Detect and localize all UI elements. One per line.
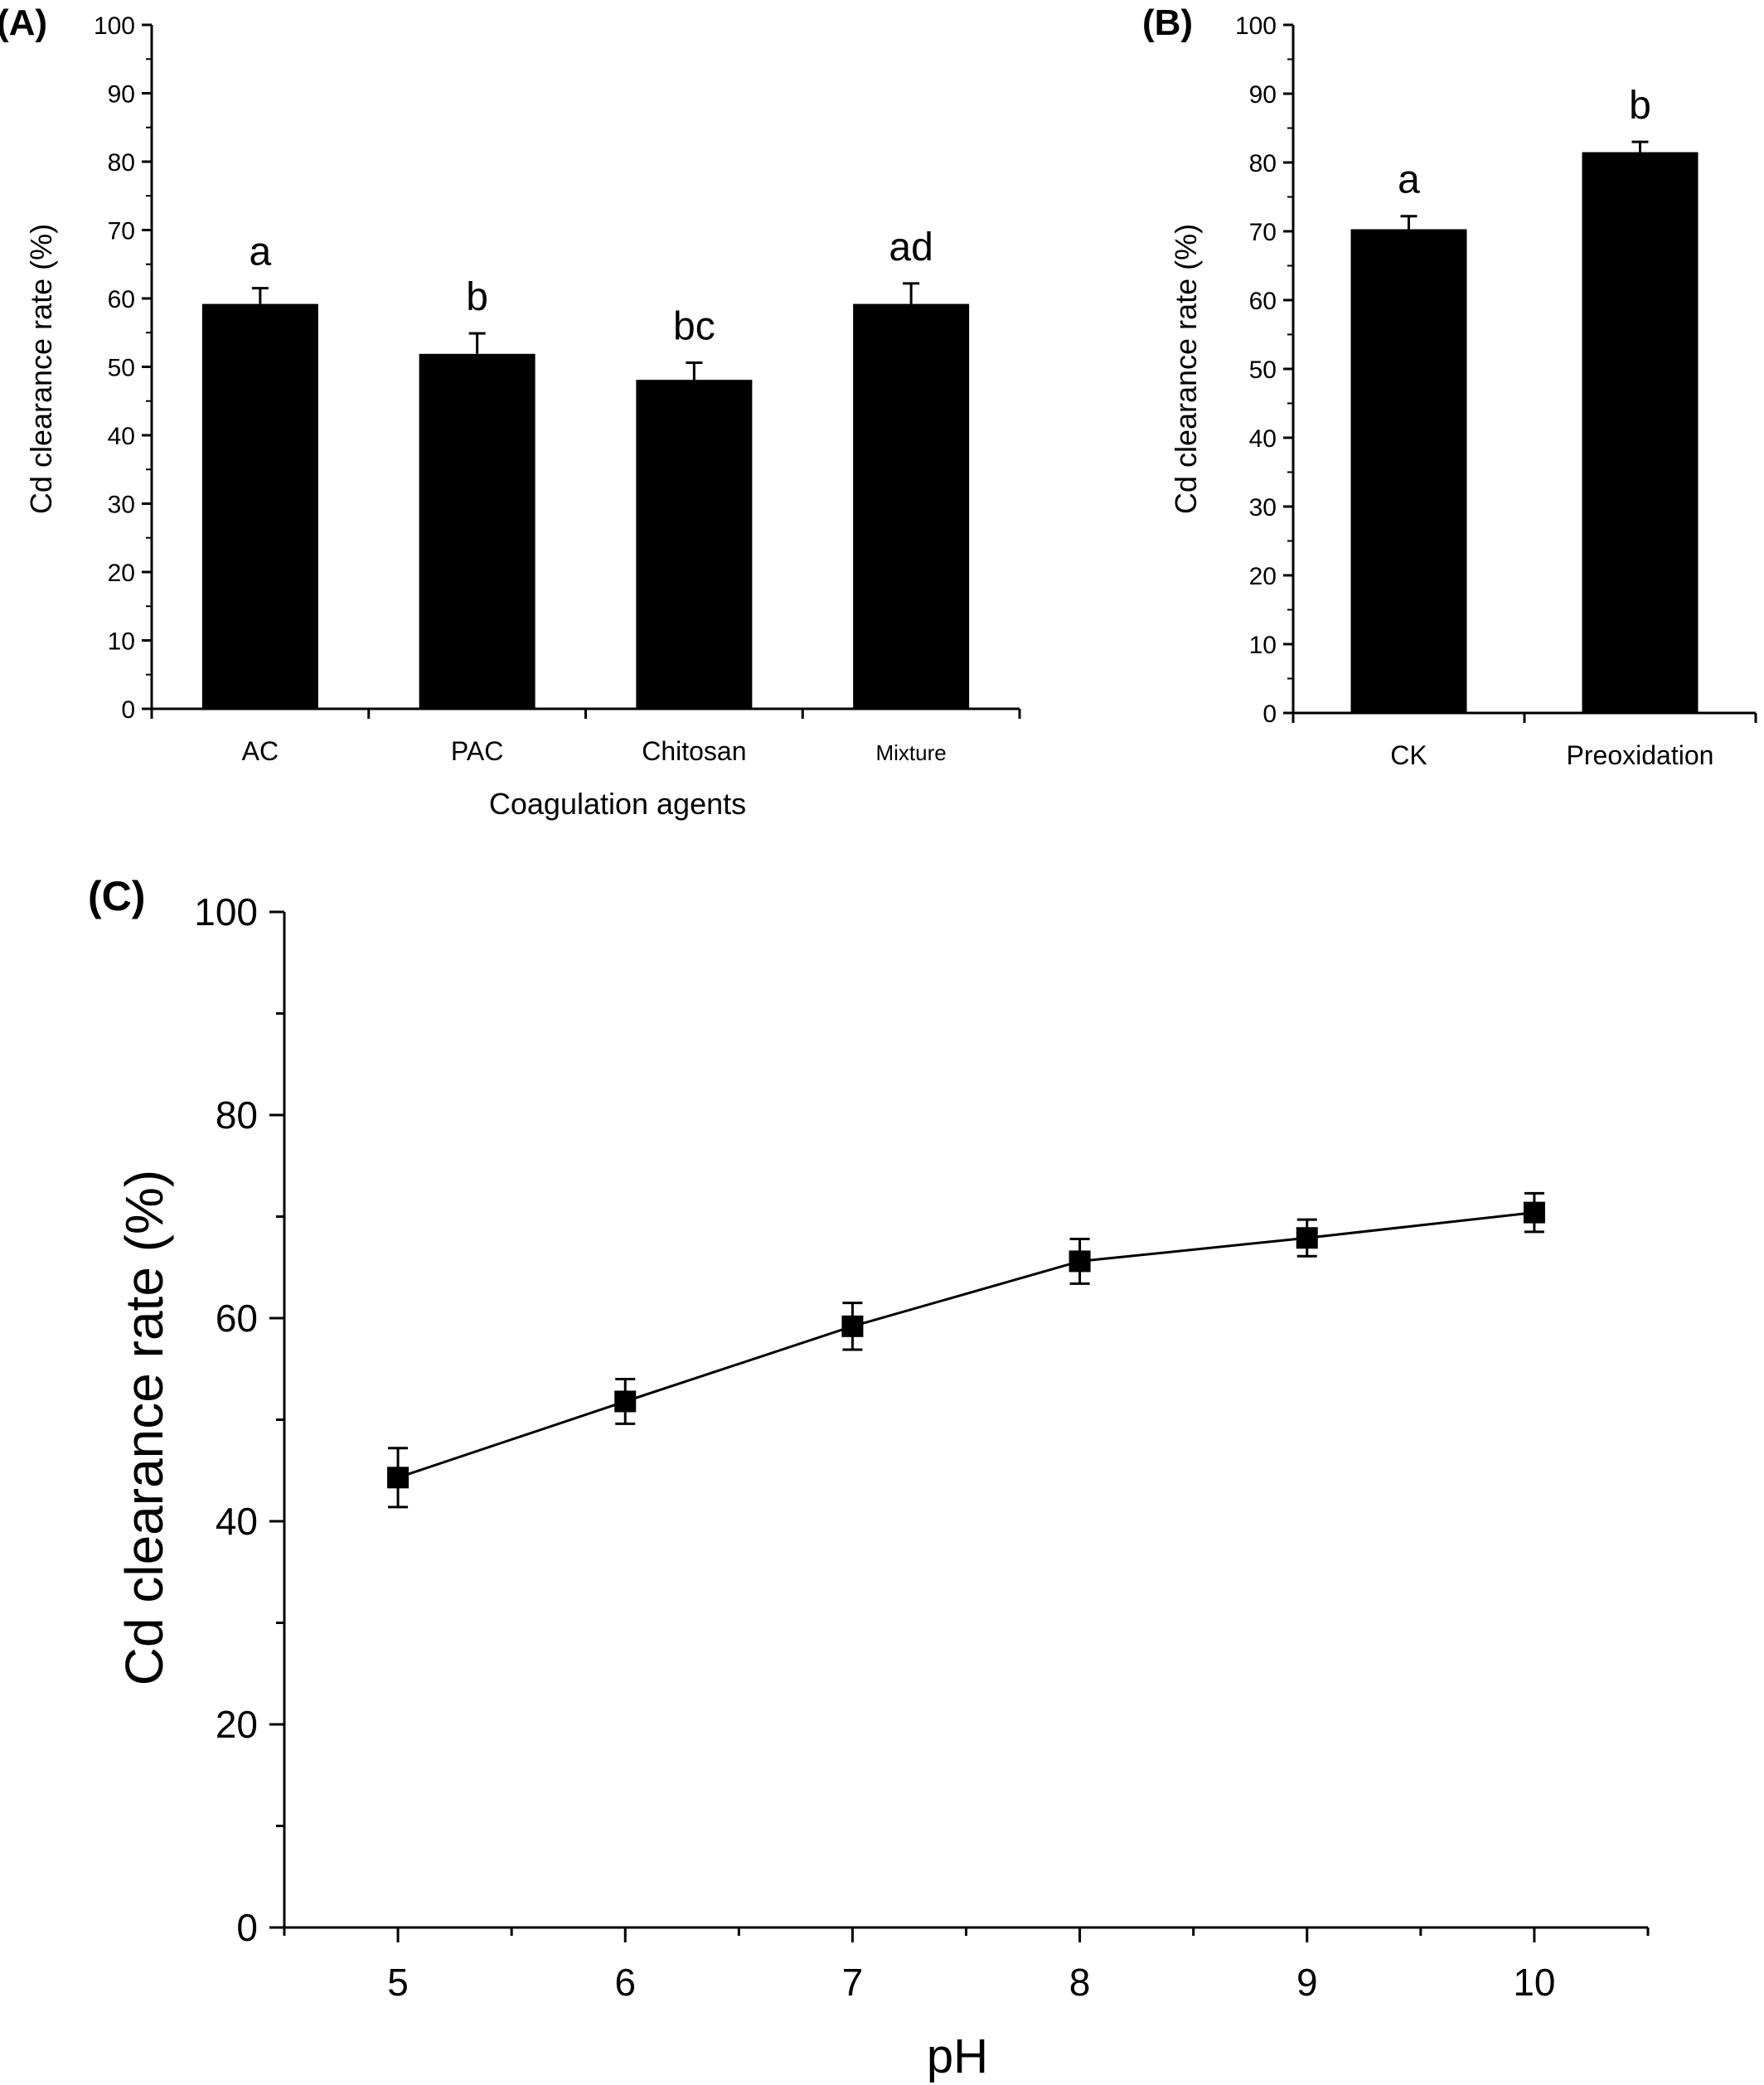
y-tick-label: 10	[108, 628, 135, 656]
y-tick-label: 20	[108, 560, 135, 587]
x-tick-label: 10	[1513, 1961, 1555, 2004]
bar	[853, 303, 970, 709]
x-category-label: AC	[242, 736, 279, 766]
panel-c-x-axis-title: pH	[927, 2029, 988, 2083]
y-tick-label: 70	[1249, 219, 1277, 246]
y-tick-label: 60	[216, 1297, 258, 1340]
bar	[1350, 229, 1467, 713]
significance-letter: b	[1629, 84, 1651, 128]
panel-c-y-axis-title: Cd clearance rate (%)	[114, 1170, 174, 1685]
x-category-label: Chitosan	[642, 736, 746, 766]
panel-a-y-axis-title: Cd clearance rate (%)	[24, 224, 58, 514]
x-tick-label: 7	[842, 1961, 864, 2004]
x-category-label: Preoxidation	[1567, 740, 1714, 770]
y-tick-label: 80	[108, 149, 135, 177]
y-tick-label: 10	[1249, 632, 1277, 659]
y-tick-label: 40	[1249, 425, 1277, 453]
y-tick-label: 100	[94, 12, 135, 40]
x-tick-label: 6	[614, 1961, 636, 2004]
panel-c-label: (C)	[88, 873, 145, 919]
y-tick-label: 30	[108, 492, 135, 519]
y-tick-label: 20	[216, 1703, 258, 1746]
panel-a-bar-chart: (A) Cd clearance rate (%) Coagulation ag…	[0, 2, 1021, 821]
panel-a-x-axis-title: Coagulation agents	[489, 787, 746, 821]
significance-letter: ad	[889, 225, 933, 269]
y-tick-label: 80	[1249, 150, 1277, 177]
x-category-label: CK	[1390, 740, 1427, 770]
significance-letter: bc	[673, 305, 715, 349]
y-tick-label: 90	[108, 81, 135, 109]
significance-letter: a	[1398, 158, 1420, 202]
y-tick-label: 0	[121, 696, 135, 724]
y-tick-label: 100	[194, 890, 258, 933]
x-category-label: PAC	[451, 736, 503, 766]
y-tick-label: 100	[1235, 12, 1277, 40]
x-tick-label: 5	[387, 1961, 409, 2004]
y-tick-label: 80	[216, 1093, 258, 1137]
data-point-marker	[1069, 1250, 1091, 1273]
y-tick-label: 50	[1249, 356, 1277, 384]
y-tick-label: 60	[1249, 288, 1277, 315]
significance-letter: b	[466, 275, 488, 319]
y-tick-label: 40	[108, 423, 135, 450]
data-point-marker	[1296, 1227, 1318, 1249]
series-line	[397, 1211, 1535, 1479]
panel-b-y-axis-title: Cd clearance rate (%)	[1169, 224, 1203, 514]
bar	[1582, 152, 1699, 714]
panel-c-line-chart: (C) Cd clearance rate (%) pH 0 20 40 60 80 10…	[88, 873, 1650, 2083]
x-tick-label: 9	[1296, 1961, 1318, 2004]
y-tick-label: 0	[1262, 701, 1277, 728]
y-tick-label: 30	[1249, 494, 1277, 521]
panel-a-label: (A)	[0, 2, 47, 43]
panel-b-label: (B)	[1142, 2, 1193, 43]
y-tick-label: 40	[216, 1500, 258, 1543]
y-tick-label: 90	[1249, 81, 1277, 109]
bar	[419, 353, 536, 709]
y-tick-label: 0	[236, 1906, 258, 1949]
data-point-marker	[387, 1467, 410, 1489]
x-category-label: Mixture	[876, 740, 947, 765]
data-point-marker	[1523, 1201, 1545, 1224]
bar	[201, 303, 318, 709]
y-tick-label: 50	[108, 355, 135, 382]
data-point-marker	[841, 1315, 864, 1337]
bar	[636, 380, 753, 709]
y-tick-label: 20	[1249, 563, 1277, 590]
data-point-marker	[614, 1390, 637, 1413]
significance-letter: a	[250, 230, 272, 274]
panel-b-bar-chart: (B) Cd clearance rate (%) 0 10 20 30 40 50 60 7…	[1142, 2, 1757, 770]
y-tick-label: 70	[108, 218, 135, 245]
y-tick-label: 60	[108, 286, 135, 313]
x-tick-label: 8	[1069, 1961, 1091, 2004]
